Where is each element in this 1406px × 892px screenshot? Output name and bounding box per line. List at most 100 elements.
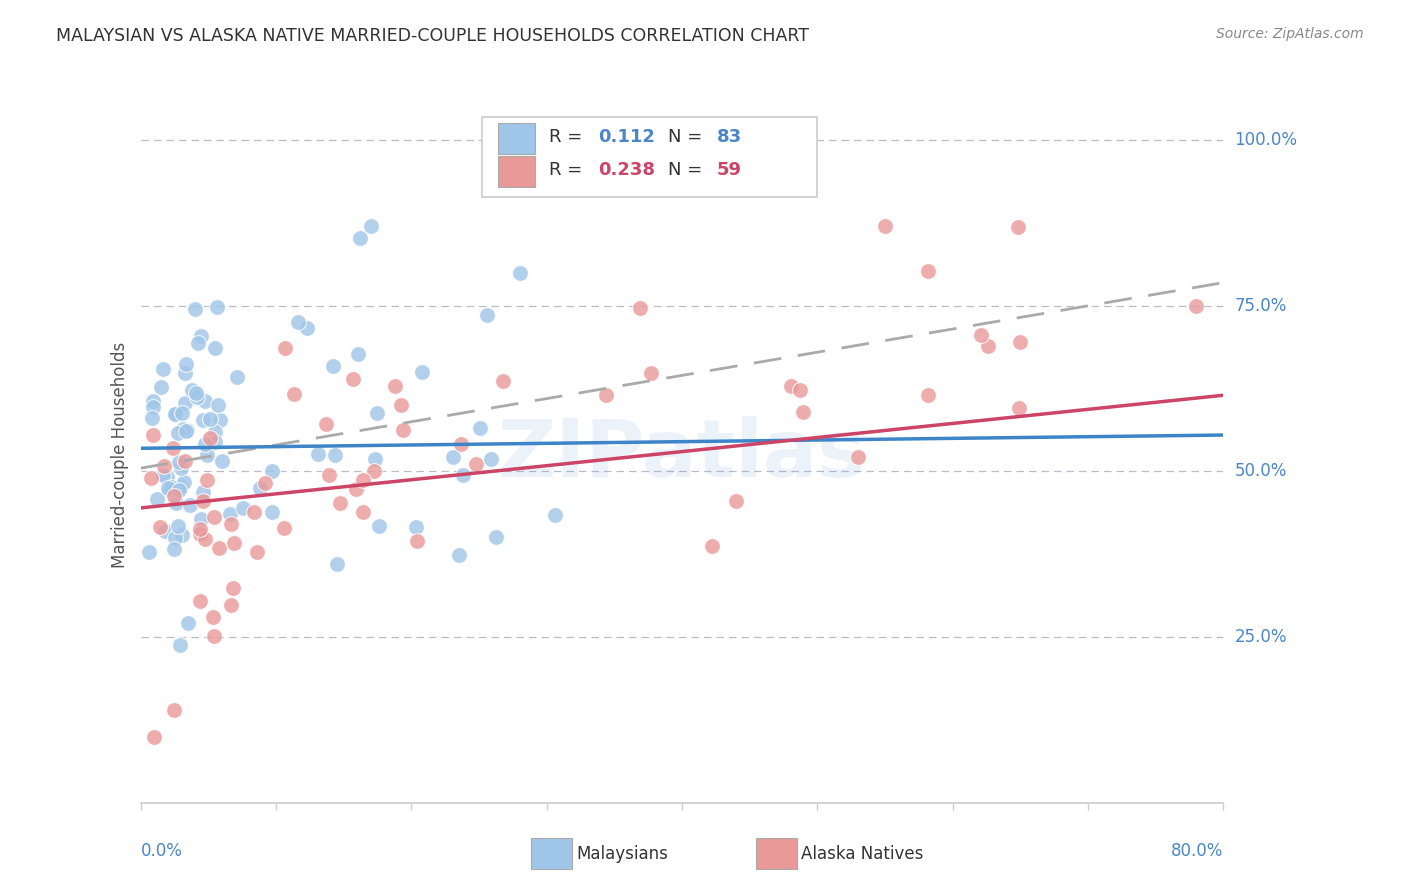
Point xyxy=(509,266,531,280)
Point xyxy=(1007,220,1029,235)
Point xyxy=(153,524,176,538)
Text: 0.112: 0.112 xyxy=(599,128,655,146)
Point xyxy=(326,557,349,571)
Point xyxy=(165,496,187,510)
Point xyxy=(190,526,212,541)
Point xyxy=(260,464,283,478)
Point xyxy=(142,400,165,414)
Point xyxy=(274,341,297,355)
Point xyxy=(156,470,179,484)
Text: R =: R = xyxy=(548,161,588,179)
Point xyxy=(485,530,508,544)
Point xyxy=(1008,401,1031,415)
Point xyxy=(208,541,231,555)
Point xyxy=(193,412,215,426)
Text: ZIPatlas: ZIPatlas xyxy=(498,416,866,494)
Point xyxy=(464,457,486,471)
Point xyxy=(405,520,427,534)
Point xyxy=(249,481,271,495)
Point xyxy=(307,447,329,461)
Text: Malaysians: Malaysians xyxy=(576,845,668,863)
Point xyxy=(628,301,651,315)
Point xyxy=(187,336,209,351)
Point xyxy=(342,372,364,386)
Point xyxy=(349,231,371,245)
Point xyxy=(468,420,491,434)
Point xyxy=(172,421,194,435)
Point xyxy=(173,454,195,468)
Point xyxy=(163,407,186,421)
Point xyxy=(873,219,896,234)
Point xyxy=(315,417,337,431)
Point xyxy=(245,545,267,559)
Point xyxy=(163,703,186,717)
Text: R =: R = xyxy=(548,128,588,146)
Point xyxy=(295,321,318,335)
Point xyxy=(411,365,433,379)
Text: Source: ZipAtlas.com: Source: ZipAtlas.com xyxy=(1216,27,1364,41)
Point xyxy=(186,385,208,400)
Point xyxy=(167,483,190,498)
Point xyxy=(392,423,415,437)
Point xyxy=(204,425,226,439)
Text: MALAYSIAN VS ALASKA NATIVE MARRIED-COUPLE HOUSEHOLDS CORRELATION CHART: MALAYSIAN VS ALASKA NATIVE MARRIED-COUPL… xyxy=(56,27,810,45)
Point xyxy=(188,594,211,608)
Point xyxy=(191,485,214,500)
Point xyxy=(153,458,176,473)
Point xyxy=(202,629,225,643)
Point xyxy=(194,533,217,547)
Point xyxy=(451,468,474,483)
FancyBboxPatch shape xyxy=(482,118,817,197)
Point xyxy=(224,536,246,550)
Point xyxy=(389,398,412,412)
Point xyxy=(360,219,382,234)
Point xyxy=(172,527,194,541)
Point xyxy=(364,451,387,466)
Point xyxy=(167,519,190,533)
Point xyxy=(225,370,247,384)
Point xyxy=(283,386,305,401)
Point xyxy=(149,520,172,534)
Point xyxy=(1008,334,1031,349)
Point xyxy=(152,468,174,483)
Point xyxy=(347,347,370,361)
Point xyxy=(149,380,172,394)
Point xyxy=(157,483,180,497)
Y-axis label: Married-couple Households: Married-couple Households xyxy=(111,342,129,568)
Point xyxy=(792,405,814,419)
Point xyxy=(441,450,464,465)
Point xyxy=(194,394,217,409)
Text: 75.0%: 75.0% xyxy=(1234,297,1286,315)
Point xyxy=(163,490,186,504)
Point xyxy=(363,465,385,479)
Text: Alaska Natives: Alaska Natives xyxy=(801,845,924,863)
FancyBboxPatch shape xyxy=(498,156,534,187)
Point xyxy=(724,494,747,508)
Point xyxy=(640,366,662,380)
Point xyxy=(219,599,242,613)
Point xyxy=(447,548,470,562)
Point xyxy=(159,480,181,494)
Point xyxy=(170,479,193,493)
Point xyxy=(917,388,939,402)
Point xyxy=(322,359,344,373)
Point xyxy=(260,505,283,519)
Point xyxy=(344,482,367,496)
Point xyxy=(138,545,160,559)
Text: 50.0%: 50.0% xyxy=(1234,462,1286,481)
Point xyxy=(207,398,229,412)
Point xyxy=(352,473,374,487)
Point xyxy=(201,610,224,624)
Point xyxy=(177,615,200,630)
Point xyxy=(970,328,993,343)
Point xyxy=(232,501,254,516)
Point xyxy=(142,427,165,442)
Point xyxy=(406,534,429,549)
Point xyxy=(367,519,389,533)
Point xyxy=(328,495,350,509)
Text: 100.0%: 100.0% xyxy=(1234,131,1298,149)
Point xyxy=(142,394,165,409)
Point xyxy=(173,366,195,380)
Point xyxy=(219,507,242,521)
Point xyxy=(198,412,221,426)
